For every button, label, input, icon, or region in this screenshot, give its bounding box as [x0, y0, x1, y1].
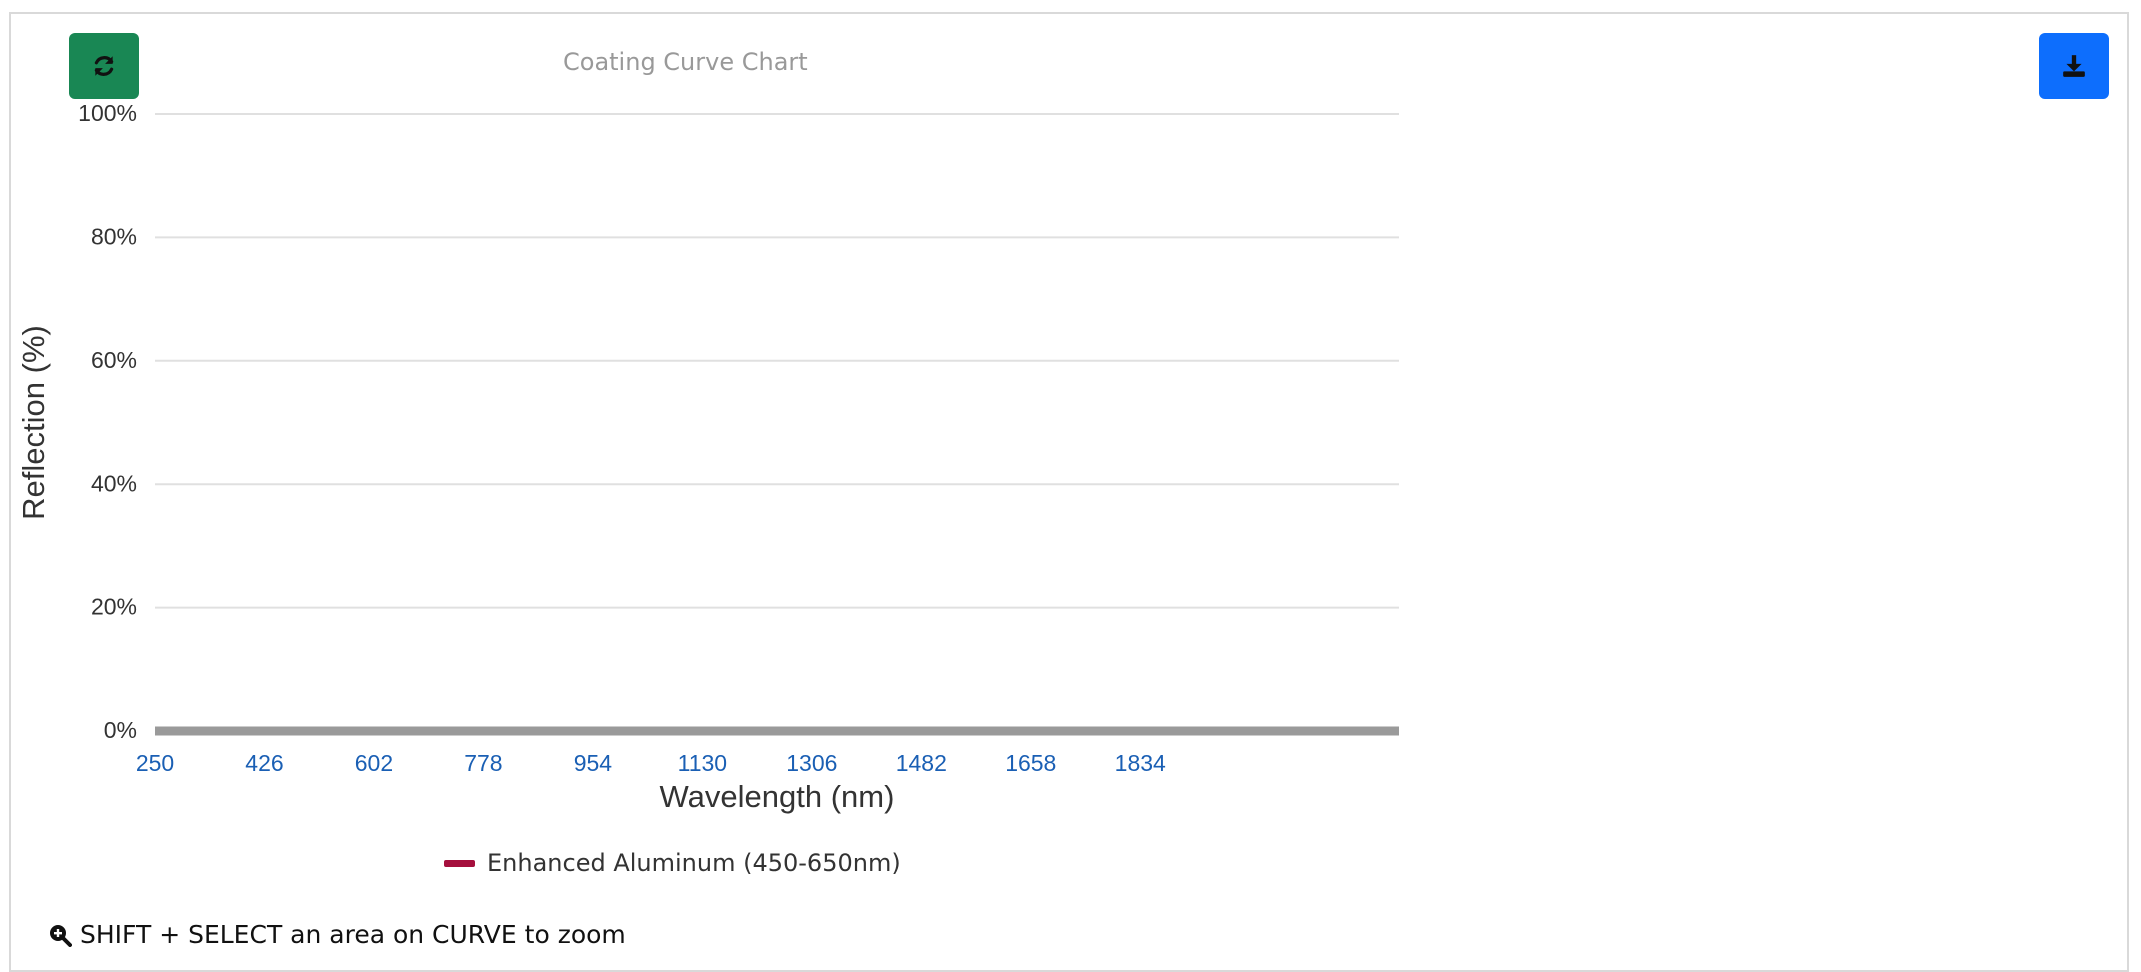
- download-icon: [2063, 55, 2085, 77]
- x-tick-label: 778: [464, 750, 502, 776]
- chart-panel: [9, 12, 2129, 972]
- y-axis-title: Reflection (%): [16, 325, 51, 520]
- y-tick-label: 80%: [91, 223, 137, 249]
- x-tick-label: 954: [574, 750, 613, 776]
- download-button[interactable]: [2039, 33, 2109, 99]
- x-tick-label: 426: [245, 750, 283, 776]
- legend-item[interactable]: Enhanced Aluminum (450-650nm): [444, 849, 901, 877]
- legend-swatch: [444, 859, 475, 867]
- x-tick-label: 1658: [1005, 750, 1056, 776]
- y-tick-label: 20%: [91, 594, 137, 620]
- refresh-button[interactable]: [69, 33, 139, 99]
- x-tick-label: 1482: [896, 750, 947, 776]
- x-tick-label: 1306: [786, 750, 837, 776]
- chart-title: Coating Curve Chart: [563, 48, 808, 76]
- y-tick-label: 0%: [104, 717, 137, 743]
- y-tick-label: 60%: [91, 347, 137, 373]
- y-tick-label: 40%: [91, 470, 137, 496]
- chart-plot[interactable]: 0% 20% 40% 60% 80% 100% 250 426 602 778 954 1130 130…: [0, 0, 2141, 952]
- zoom-hint-text: SHIFT + SELECT an area on CURVE to zoom: [80, 920, 626, 949]
- legend-label: Enhanced Aluminum (450-650nm): [487, 849, 901, 877]
- x-tick-label: 1130: [678, 750, 727, 776]
- x-tick-label: 602: [355, 750, 393, 776]
- x-tick-label: 250: [136, 750, 174, 776]
- refresh-icon: [94, 56, 114, 76]
- y-tick-label: 100%: [78, 100, 137, 126]
- x-tick-label: 1834: [1115, 750, 1166, 776]
- x-axis-title: Wavelength (nm): [660, 779, 895, 814]
- zoom-hint: SHIFT + SELECT an area on CURVE to zoom: [48, 920, 626, 949]
- zoom-in-icon: [50, 924, 72, 947]
